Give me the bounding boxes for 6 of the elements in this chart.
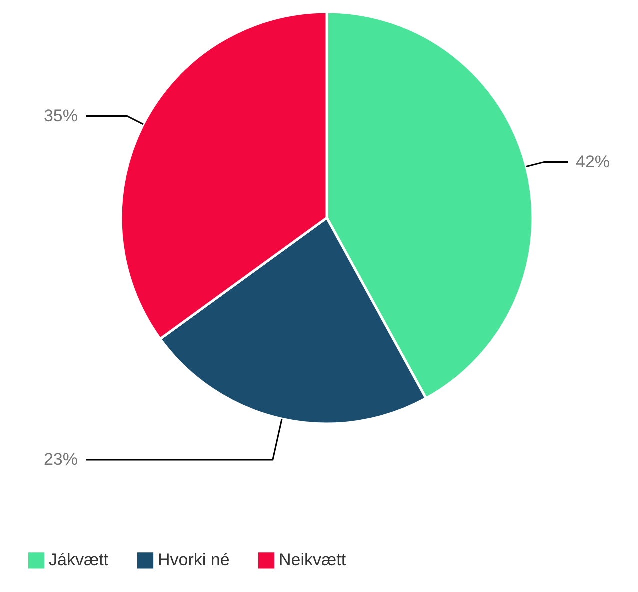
legend-label: Hvorki né — [158, 550, 230, 570]
legend-label: Jákvætt — [49, 550, 109, 570]
data-label: 42% — [576, 152, 610, 172]
data-label: 35% — [44, 106, 78, 126]
legend-label: Neikvætt — [279, 550, 346, 570]
data-label: 23% — [44, 450, 78, 470]
